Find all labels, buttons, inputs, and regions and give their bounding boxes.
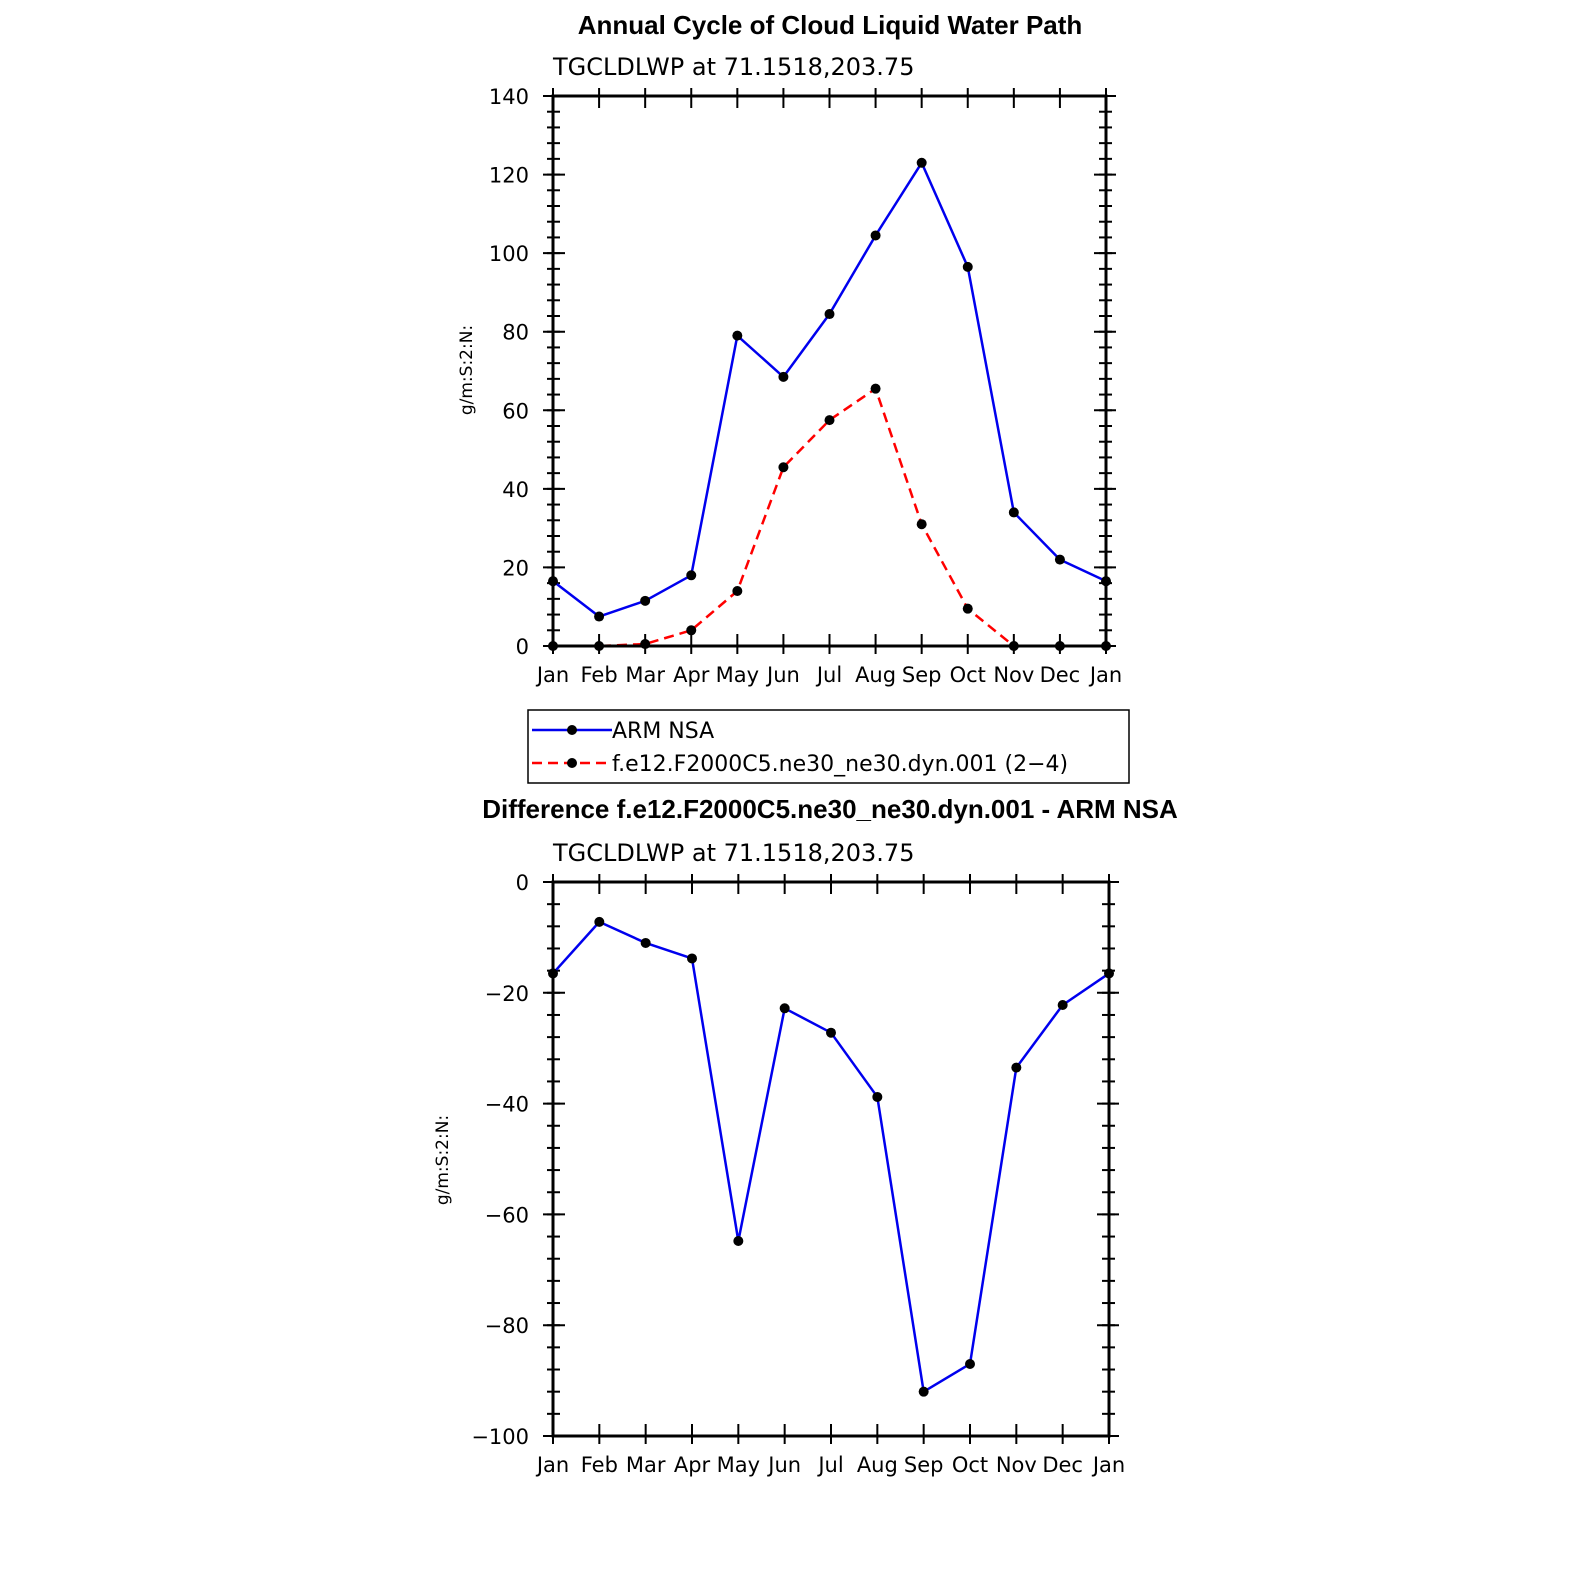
series-line-0 bbox=[552, 920, 1110, 1393]
data-point bbox=[870, 230, 881, 241]
x-tick-label: Oct bbox=[950, 663, 986, 687]
data-point bbox=[778, 462, 789, 473]
data-point bbox=[918, 1386, 929, 1397]
x-tick-label: Apr bbox=[673, 663, 710, 687]
y-tick-label: −20 bbox=[485, 982, 529, 1006]
data-point bbox=[870, 383, 881, 394]
data-point bbox=[916, 519, 927, 530]
y-tick-label: 140 bbox=[489, 85, 529, 109]
data-point bbox=[916, 157, 927, 168]
data-point bbox=[1008, 507, 1019, 518]
x-tick-label: Jun bbox=[766, 1453, 801, 1477]
y-tick-label: 0 bbox=[516, 871, 529, 895]
legend-marker-arm-nsa bbox=[567, 725, 577, 735]
data-point bbox=[686, 570, 697, 581]
data-point bbox=[962, 603, 973, 614]
x-tick-label: Feb bbox=[581, 1453, 618, 1477]
data-point bbox=[779, 1003, 790, 1014]
chart1-title: Annual Cycle of Cloud Liquid Water Path bbox=[578, 10, 1083, 40]
data-point bbox=[778, 371, 789, 382]
x-tick-label: Dec bbox=[1040, 663, 1081, 687]
data-point bbox=[640, 595, 651, 606]
x-tick-label: Mar bbox=[625, 663, 665, 687]
x-tick-label: Feb bbox=[580, 663, 617, 687]
x-tick-label: Aug bbox=[855, 663, 896, 687]
x-tick-label: Sep bbox=[904, 1453, 944, 1477]
y-tick-label: 60 bbox=[502, 399, 529, 423]
x-tick-label: Jan bbox=[1088, 663, 1122, 687]
x-tick-label: Mar bbox=[626, 1453, 666, 1477]
data-point bbox=[1057, 999, 1068, 1010]
data-point bbox=[824, 309, 835, 320]
chart1-legend: ARM NSA f.e12.F2000C5.ne30_ne30.dyn.001 … bbox=[527, 709, 1130, 784]
y-tick-label: −80 bbox=[485, 1314, 529, 1338]
x-tick-label: Jun bbox=[765, 663, 800, 687]
x-tick-label: Dec bbox=[1042, 1453, 1083, 1477]
data-point bbox=[965, 1358, 975, 1369]
legend-box bbox=[527, 709, 1130, 784]
x-tick-label: May bbox=[716, 663, 759, 687]
y-tick-label: 20 bbox=[502, 556, 529, 580]
x-tick-label: Jul bbox=[816, 1453, 843, 1477]
chart2-title: Difference f.e12.F2000C5.ne30_ne30.dyn.0… bbox=[482, 794, 1178, 824]
x-tick-label: Nov bbox=[996, 1453, 1037, 1477]
legend-label-arm-nsa: ARM NSA bbox=[612, 719, 714, 744]
chart1-subtitle: TGCLDLWP at 71.1518,203.75 bbox=[552, 53, 914, 81]
x-tick-label: Aug bbox=[857, 1453, 898, 1477]
y-tick-label: −60 bbox=[485, 1203, 529, 1227]
y-tick-label: 80 bbox=[502, 321, 529, 345]
series-line-0 bbox=[552, 161, 1107, 618]
data-point bbox=[732, 330, 743, 341]
chart2-ylabel: g/m:S:2:N: bbox=[433, 1115, 453, 1205]
y-tick-label: −40 bbox=[485, 1093, 529, 1117]
x-tick-label: Jan bbox=[535, 663, 569, 687]
data-point bbox=[640, 937, 651, 948]
y-tick-label: 120 bbox=[489, 164, 529, 188]
data-point bbox=[594, 611, 605, 622]
x-tick-label: Jan bbox=[1091, 1453, 1125, 1477]
data-point bbox=[872, 1091, 883, 1102]
data-point bbox=[1011, 1062, 1022, 1073]
data-point bbox=[687, 953, 697, 964]
x-tick-label: Nov bbox=[993, 663, 1034, 687]
data-point bbox=[1054, 554, 1065, 565]
chart-annual-cycle: Annual Cycle of Cloud Liquid Water Path … bbox=[457, 10, 1130, 784]
x-tick-label: Jan bbox=[535, 1453, 569, 1477]
y-tick-label: 100 bbox=[489, 242, 529, 266]
x-tick-label: Jul bbox=[815, 663, 842, 687]
y-tick-label: 40 bbox=[502, 478, 529, 502]
x-tick-label: May bbox=[717, 1453, 760, 1477]
y-tick-label: 0 bbox=[516, 635, 529, 659]
data-point bbox=[962, 261, 973, 272]
x-tick-label: Oct bbox=[952, 1453, 988, 1477]
data-point bbox=[824, 415, 835, 426]
data-point bbox=[733, 1235, 744, 1246]
legend-marker-model bbox=[567, 758, 577, 768]
chart1-plot-frame bbox=[551, 94, 1108, 648]
x-tick-label: Apr bbox=[674, 1453, 711, 1477]
chart1-ylabel: g/m:S:2:N: bbox=[457, 325, 477, 415]
series-line-1 bbox=[553, 387, 1106, 648]
chart-difference: Difference f.e12.F2000C5.ne30_ne30.dyn.0… bbox=[433, 794, 1178, 1477]
legend-label-model: f.e12.F2000C5.ne30_ne30.dyn.001 (2−4) bbox=[612, 752, 1068, 777]
x-tick-label: Sep bbox=[902, 663, 942, 687]
chart2-plot-frame bbox=[551, 880, 1111, 1438]
data-point bbox=[686, 625, 697, 636]
chart2-subtitle: TGCLDLWP at 71.1518,203.75 bbox=[552, 839, 914, 867]
data-point bbox=[732, 586, 743, 596]
y-tick-label: −100 bbox=[471, 1425, 529, 1449]
data-point bbox=[826, 1027, 836, 1038]
data-point bbox=[640, 639, 651, 650]
data-point bbox=[594, 916, 605, 927]
